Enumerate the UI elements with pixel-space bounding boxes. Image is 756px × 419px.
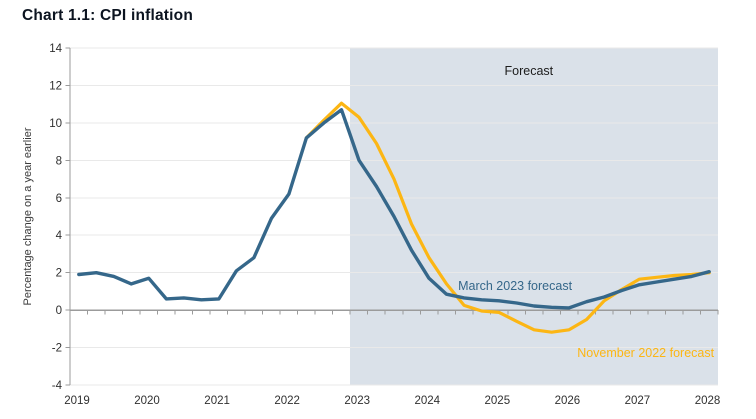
x-tick-labels: 2019 2020 2021 2022 2023 2024 2025 2026 2027 2028 xyxy=(64,395,720,407)
x-tick-label: 2023 xyxy=(344,395,370,407)
annotations: Forecast March 2023 forecast November 2022… xyxy=(458,64,714,360)
y-tick-label: 6 xyxy=(56,193,62,205)
y-axis-title-group: Percentage change on a year earlier xyxy=(22,127,34,305)
x-tick-label: 2026 xyxy=(555,395,581,407)
x-tick-label: 2019 xyxy=(64,395,90,407)
x-tick-label: 2025 xyxy=(485,395,511,407)
forecast-region xyxy=(350,48,718,385)
x-tick-label: 2020 xyxy=(134,395,160,407)
axes xyxy=(69,48,719,385)
y-tick-label: 4 xyxy=(56,230,63,242)
gridlines xyxy=(70,47,718,386)
y-tick-label: -2 xyxy=(52,343,62,355)
march-2023-forecast-line xyxy=(77,108,711,310)
series-march-2023-forecast xyxy=(77,108,711,310)
y-tick-label: 10 xyxy=(49,118,62,130)
annotation-march-2023-forecast: March 2023 forecast xyxy=(458,279,572,293)
y-tick-label: 12 xyxy=(49,80,62,92)
series-november-2022-forecast xyxy=(304,101,711,334)
x-tick-label: 2027 xyxy=(625,395,651,407)
y-axis-title: Percentage change on a year earlier xyxy=(22,127,34,305)
y-tick-label: 2 xyxy=(56,268,62,280)
chart-title: Chart 1.1: CPI inflation xyxy=(22,7,194,24)
annotation-forecast: Forecast xyxy=(505,64,554,78)
y-tick-label: 0 xyxy=(56,305,62,317)
x-tick-label: 2028 xyxy=(695,395,721,407)
y-tick-label: 14 xyxy=(49,43,62,55)
annotation-november-2022-forecast: November 2022 forecast xyxy=(577,346,714,360)
x-tick-label: 2024 xyxy=(414,395,440,407)
x-tick-label: 2022 xyxy=(274,395,300,407)
x-tick-label: 2021 xyxy=(204,395,230,407)
y-tick-label: -4 xyxy=(52,380,63,392)
y-tick-labels: 14 12 10 8 6 4 2 0 -2 -4 xyxy=(49,43,70,392)
y-tick-label: 8 xyxy=(56,155,62,167)
november-2022-forecast-line xyxy=(304,101,711,334)
forecast-shading xyxy=(350,48,718,385)
